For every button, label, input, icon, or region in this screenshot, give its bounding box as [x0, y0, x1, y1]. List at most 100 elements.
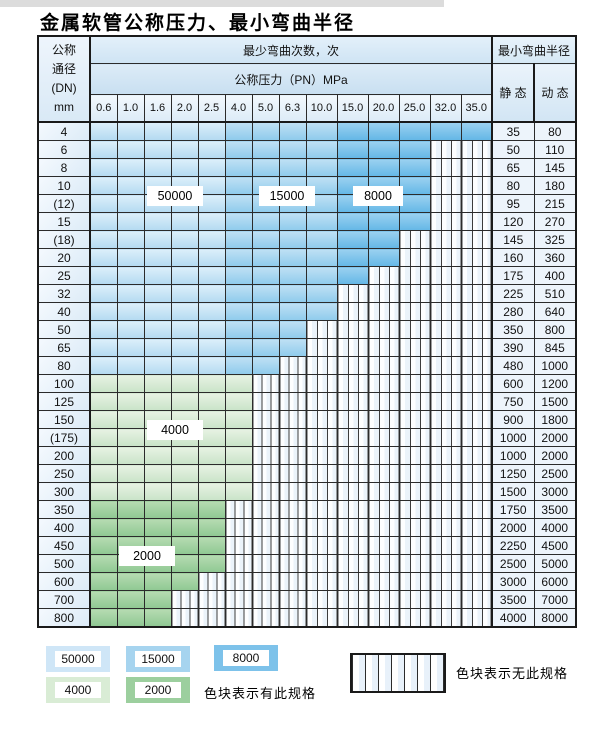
dynamic-radius-value: 3500: [533, 500, 577, 519]
spec-cell-available: [170, 374, 199, 393]
spec-cell-not-available: [429, 572, 462, 591]
dn-value: 4: [37, 121, 91, 141]
dn-value: 8: [37, 158, 91, 177]
spec-table: 公称 通径 (DN) mm 最少弯曲次数，次 最小弯曲半径 公称压力（PN）MPa 静 态动 …: [37, 35, 577, 628]
spec-cell-available: [224, 410, 253, 429]
spec-cell-not-available: [278, 500, 307, 519]
spec-cell-not-available: [305, 536, 338, 555]
spec-cell-not-available: [460, 428, 493, 447]
spec-cell-not-available: [367, 536, 400, 555]
spec-cell-not-available: [305, 500, 338, 519]
dynamic-radius-value: 800: [533, 320, 577, 339]
static-radius-value: 280: [491, 302, 535, 321]
dynamic-radius-value: 6000: [533, 572, 577, 591]
spec-cell-not-available: [398, 590, 431, 609]
spec-cell-available: [143, 302, 172, 321]
spec-cell-available: [224, 338, 253, 357]
pressure-col-20.0: 20.0: [367, 94, 400, 123]
spec-cell-available: [143, 230, 172, 249]
spec-cell-not-available: [336, 338, 369, 357]
spec-cell-not-available: [398, 500, 431, 519]
pressure-col-1.0: 1.0: [116, 94, 145, 123]
table-row-dn-200: 200 1000 2000: [37, 446, 577, 465]
spec-cell-available: [143, 320, 172, 339]
dynamic-radius-value: 180: [533, 176, 577, 195]
pressure-col-1.6: 1.6: [143, 94, 172, 123]
spec-table-container: 公称 通径 (DN) mm 最少弯曲次数，次 最小弯曲半径 公称压力（PN）MPa 静 态动 …: [37, 35, 577, 628]
legend-label-8000: 8000: [223, 650, 269, 666]
spec-cell-available: [278, 121, 307, 141]
dynamic-radius-value: 5000: [533, 554, 577, 573]
spec-cell-available: [89, 572, 118, 591]
spec-cell-not-available: [336, 356, 369, 375]
spec-cell-available: [170, 230, 199, 249]
dynamic-radius-value: 510: [533, 284, 577, 303]
dynamic-header: 动 态: [533, 63, 577, 123]
spec-cell-available: [116, 500, 145, 519]
legend-label-2000: 2000: [135, 682, 181, 698]
spec-cell-not-available: [460, 554, 493, 573]
table-row-dn-250: 250 1250 2500: [37, 464, 577, 483]
dn-value: 450: [37, 536, 91, 555]
spec-cell-available: [224, 158, 253, 177]
dn-value: 25: [37, 266, 91, 285]
spec-cell-not-available: [367, 284, 400, 303]
spec-cell-available: [305, 121, 338, 141]
spec-cell-available: [89, 518, 118, 537]
dn-value: 700: [37, 590, 91, 609]
spec-cell-available: [170, 482, 199, 501]
spec-cell-not-available: [251, 410, 280, 429]
spec-cell-available: [278, 212, 307, 231]
spec-cell-available: [224, 121, 253, 141]
spec-cell-available: [251, 302, 280, 321]
spec-cell-available: [197, 230, 226, 249]
dynamic-radius-value: 2500: [533, 464, 577, 483]
dynamic-radius-value: 4500: [533, 536, 577, 555]
spec-cell-not-available: [429, 428, 462, 447]
spec-cell-not-available: [367, 608, 400, 628]
spec-cell-available: [224, 446, 253, 465]
pressure-col-0.6: 0.6: [89, 94, 118, 123]
spec-cell-available: [251, 284, 280, 303]
spec-cell-not-available: [460, 536, 493, 555]
cycle-tag-15000: 15000: [259, 186, 315, 206]
spec-cell-not-available: [398, 356, 431, 375]
spec-cell-available: [116, 392, 145, 411]
spec-cell-not-available: [460, 482, 493, 501]
spec-cell-not-available: [429, 176, 462, 195]
dynamic-radius-value: 110: [533, 140, 577, 159]
static-radius-value: 1000: [491, 428, 535, 447]
spec-cell-available: [251, 356, 280, 375]
spec-cell-available: [367, 158, 400, 177]
spec-cell-available: [197, 302, 226, 321]
spec-cell-not-available: [224, 608, 253, 628]
dynamic-radius-value: 1200: [533, 374, 577, 393]
spec-cell-available: [278, 248, 307, 267]
spec-cell-available: [197, 158, 226, 177]
spec-cell-available: [116, 428, 145, 447]
spec-cell-not-available: [460, 212, 493, 231]
dynamic-radius-value: 215: [533, 194, 577, 213]
spec-cell-not-available: [251, 572, 280, 591]
spec-cell-not-available: [367, 374, 400, 393]
spec-cell-not-available: [460, 500, 493, 519]
spec-cell-available: [170, 554, 199, 573]
spec-cell-not-available: [429, 230, 462, 249]
spec-cell-available: [89, 176, 118, 195]
static-radius-value: 1500: [491, 482, 535, 501]
table-row-dn-150: 150 900 1800: [37, 410, 577, 429]
spec-cell-available: [143, 500, 172, 519]
spec-cell-available: [116, 194, 145, 213]
spec-cell-available: [89, 446, 118, 465]
spec-cell-not-available: [197, 608, 226, 628]
spec-cell-available: [116, 212, 145, 231]
spec-cell-available: [278, 140, 307, 159]
table-row-dn-80: 80 480 1000: [37, 356, 577, 375]
table-row-dn-4: 4 35 80: [37, 121, 577, 141]
spec-cell-not-available: [367, 446, 400, 465]
spec-cell-available: [170, 518, 199, 537]
spec-cell-available: [89, 320, 118, 339]
spec-cell-not-available: [305, 482, 338, 501]
table-row-dn-800: 800 4000 8000: [37, 608, 577, 628]
